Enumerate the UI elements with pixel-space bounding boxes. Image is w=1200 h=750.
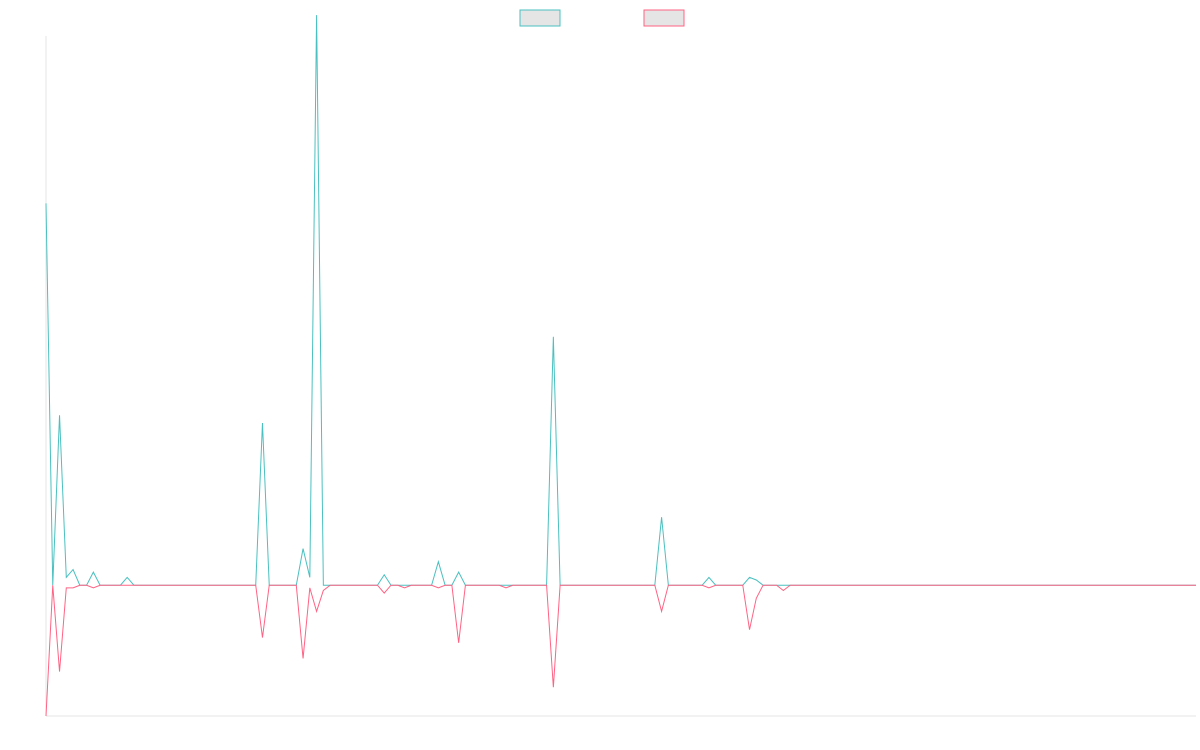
legend-item-1 [519,9,561,27]
legend-swatch-2 [643,9,685,27]
axes [45,36,1196,717]
series-line-2 [45,584,1196,717]
series-layer [45,15,1196,717]
series-line-1 [45,15,1196,586]
legend-swatch-1 [519,9,561,27]
legend [519,9,685,27]
legend-item-2 [643,9,685,27]
